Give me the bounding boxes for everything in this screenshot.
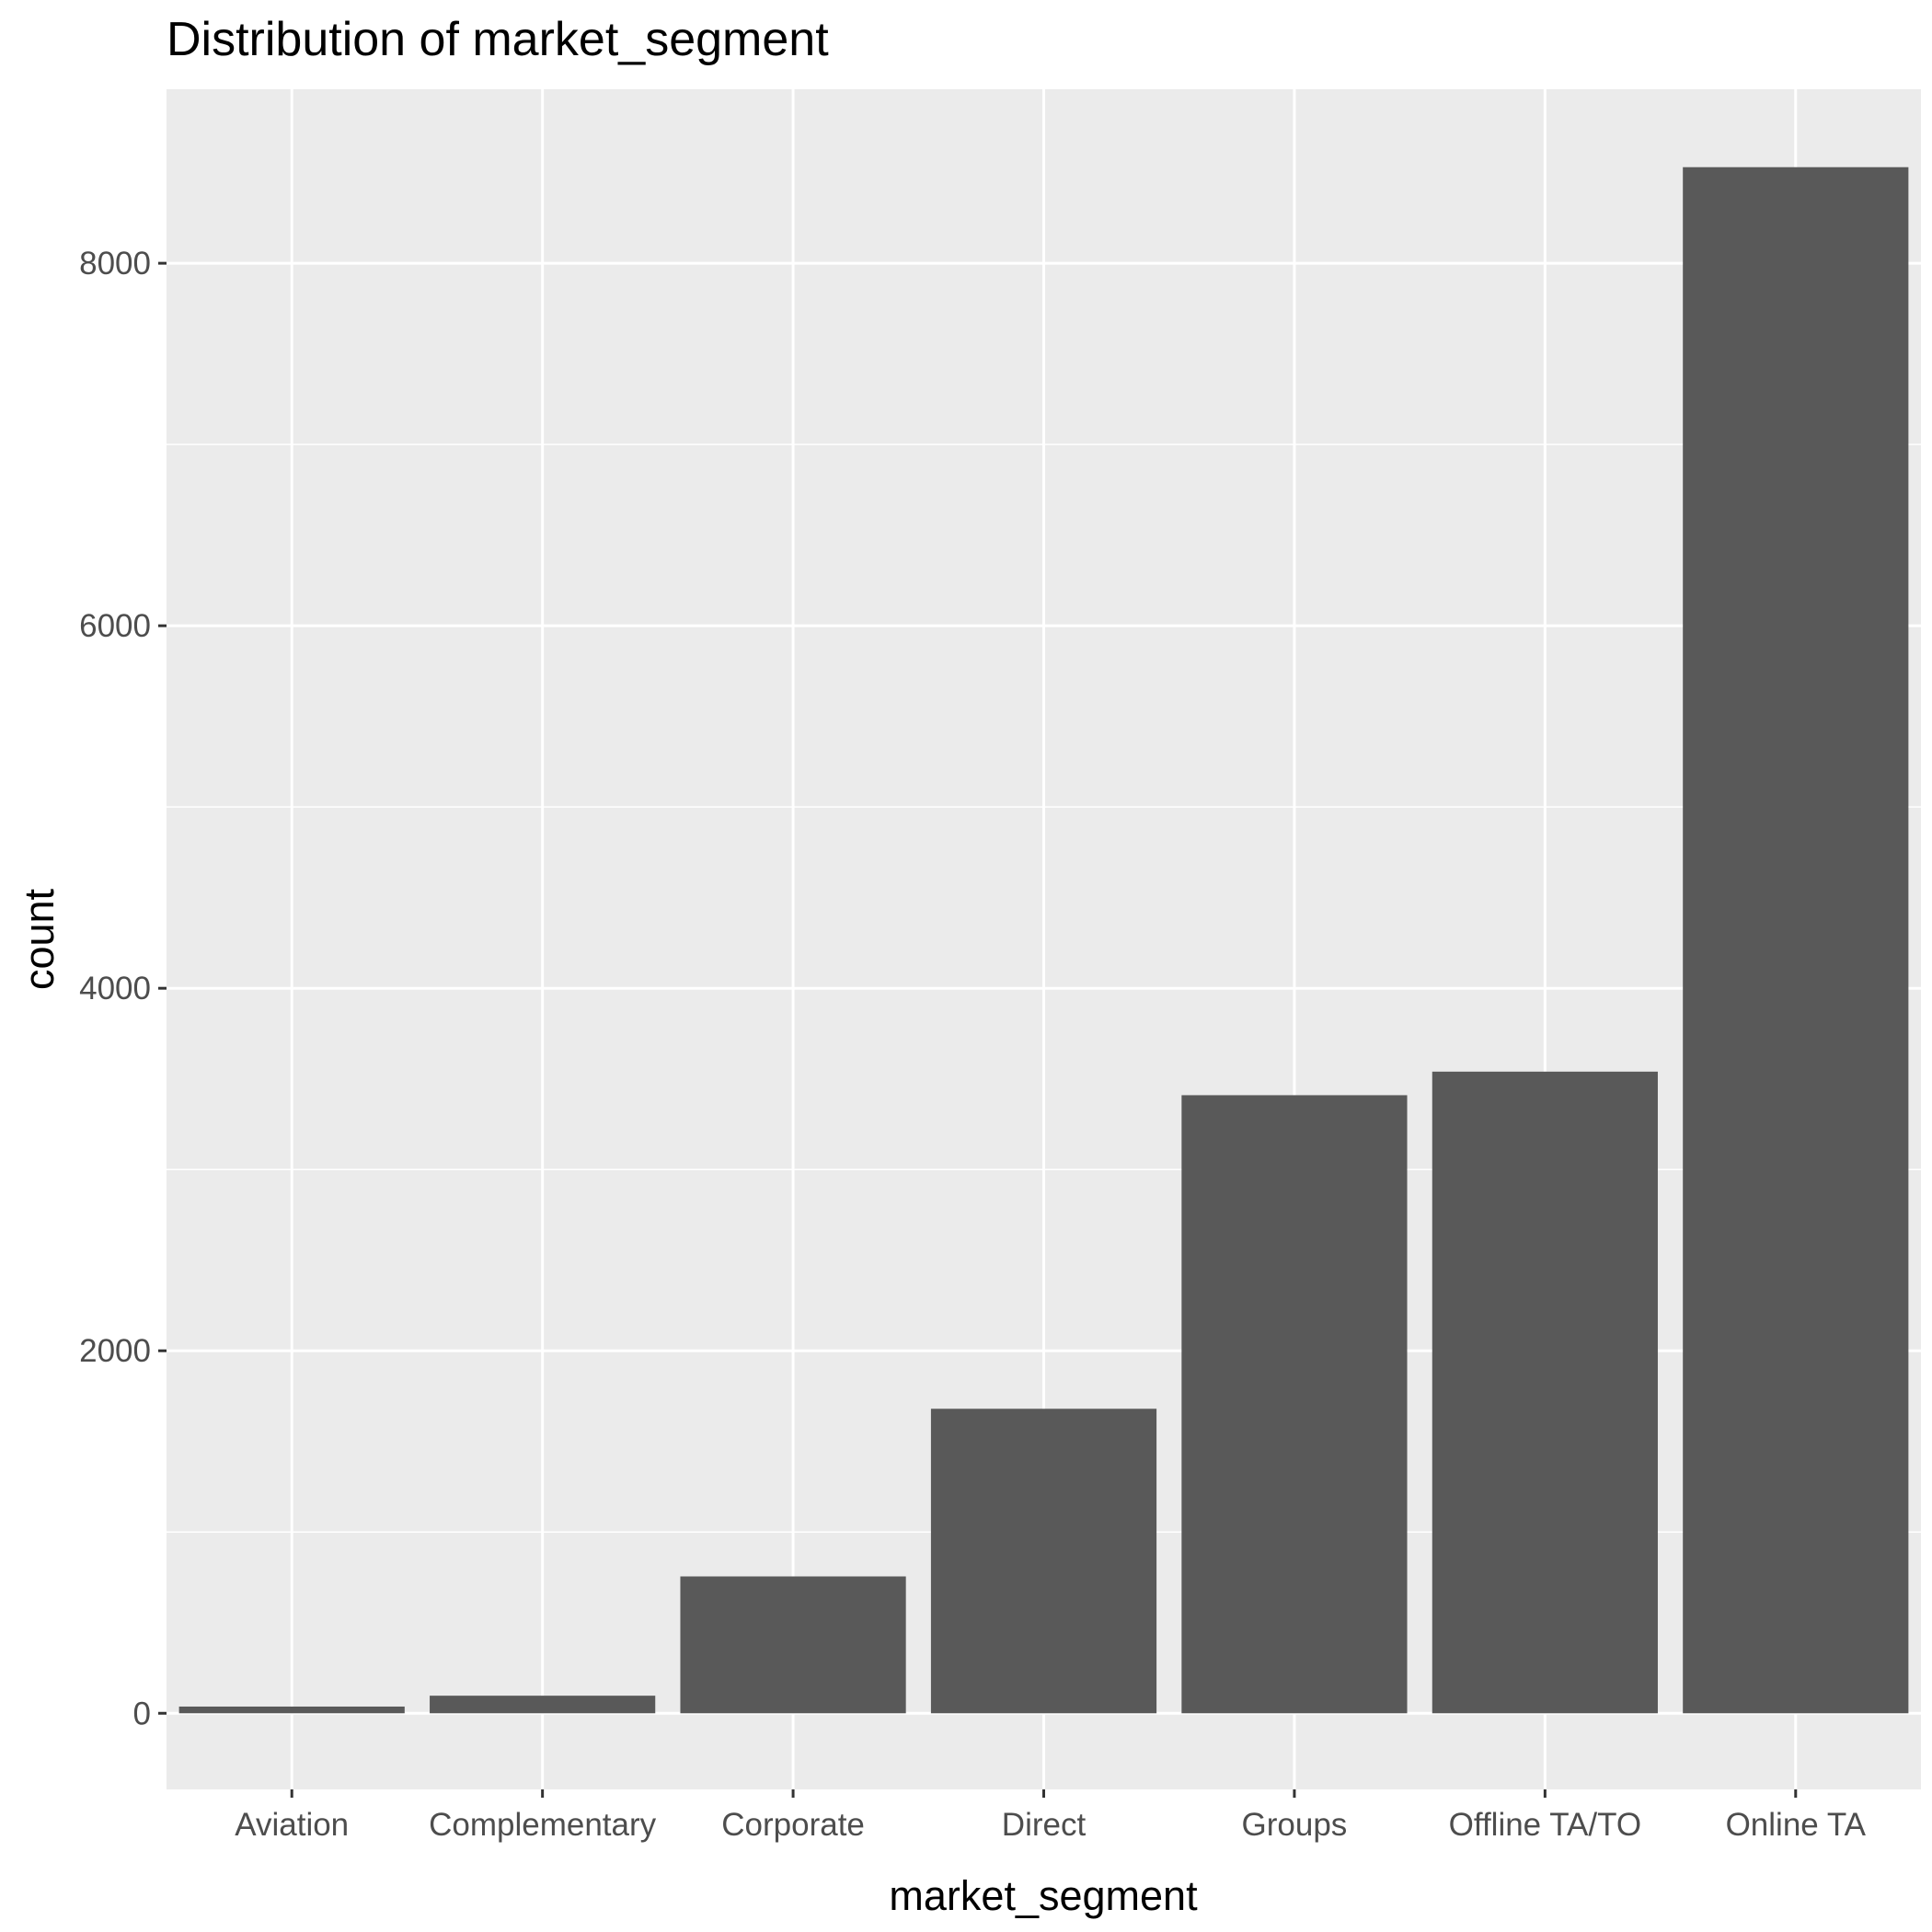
bar-groups <box>1181 1095 1408 1714</box>
x-tick-label: Corporate <box>721 1807 865 1843</box>
bar-corporate <box>680 1576 906 1714</box>
bar-offline-ta-to <box>1432 1071 1658 1714</box>
bar-complementary <box>430 1696 656 1714</box>
grid-lines <box>167 89 1921 1789</box>
y-tick-label: 2000 <box>79 1333 151 1369</box>
y-axis-title: count <box>16 888 63 990</box>
bar-online-ta <box>1683 167 1909 1714</box>
x-tick-label: Offline TA/TO <box>1449 1807 1641 1843</box>
bars <box>178 167 1909 1714</box>
y-tick-label: 6000 <box>79 608 151 644</box>
x-tick-label: Groups <box>1242 1807 1348 1843</box>
x-axis-title: market_segment <box>889 1872 1198 1919</box>
axis-ticks: 0 2000 4000 6000 8000 Aviation Complementary Co… <box>79 246 1867 1843</box>
x-tick-label: Complementary <box>429 1807 657 1843</box>
x-tick-label: Direct <box>1002 1807 1087 1843</box>
y-tick-label: 4000 <box>79 971 151 1006</box>
bar-direct <box>930 1409 1157 1714</box>
chart-title: Distribution of market_segment <box>167 13 829 66</box>
y-tick-label: 0 <box>133 1696 151 1731</box>
x-tick-label: Online TA <box>1726 1807 1867 1843</box>
y-tick-label: 8000 <box>79 246 151 282</box>
x-tick-label: Aviation <box>235 1807 349 1843</box>
bar-aviation <box>178 1706 405 1714</box>
